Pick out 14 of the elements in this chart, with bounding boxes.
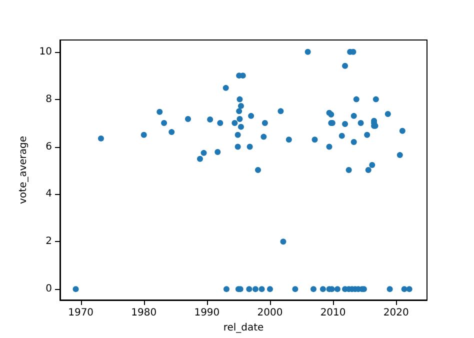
x-tick-label: 1970 <box>68 308 94 318</box>
x-tick-label: 2010 <box>320 308 346 318</box>
x-tick-label: 2000 <box>257 308 283 318</box>
y-tick-label: 4 <box>46 188 52 200</box>
x-tick-label: 1980 <box>131 308 157 318</box>
y-tick-label: 6 <box>46 141 52 152</box>
y-axis-title: vote_average <box>18 136 29 204</box>
y-tick-label: 10 <box>39 46 52 58</box>
x-axis-title: rel_date <box>223 322 264 334</box>
y-tick-label: 0 <box>46 284 52 295</box>
y-tick-label: 8 <box>46 94 52 105</box>
y-tick-label: 2 <box>46 236 52 248</box>
x-tick-label: 1990 <box>194 308 220 318</box>
x-tick-label: 2020 <box>383 308 409 318</box>
